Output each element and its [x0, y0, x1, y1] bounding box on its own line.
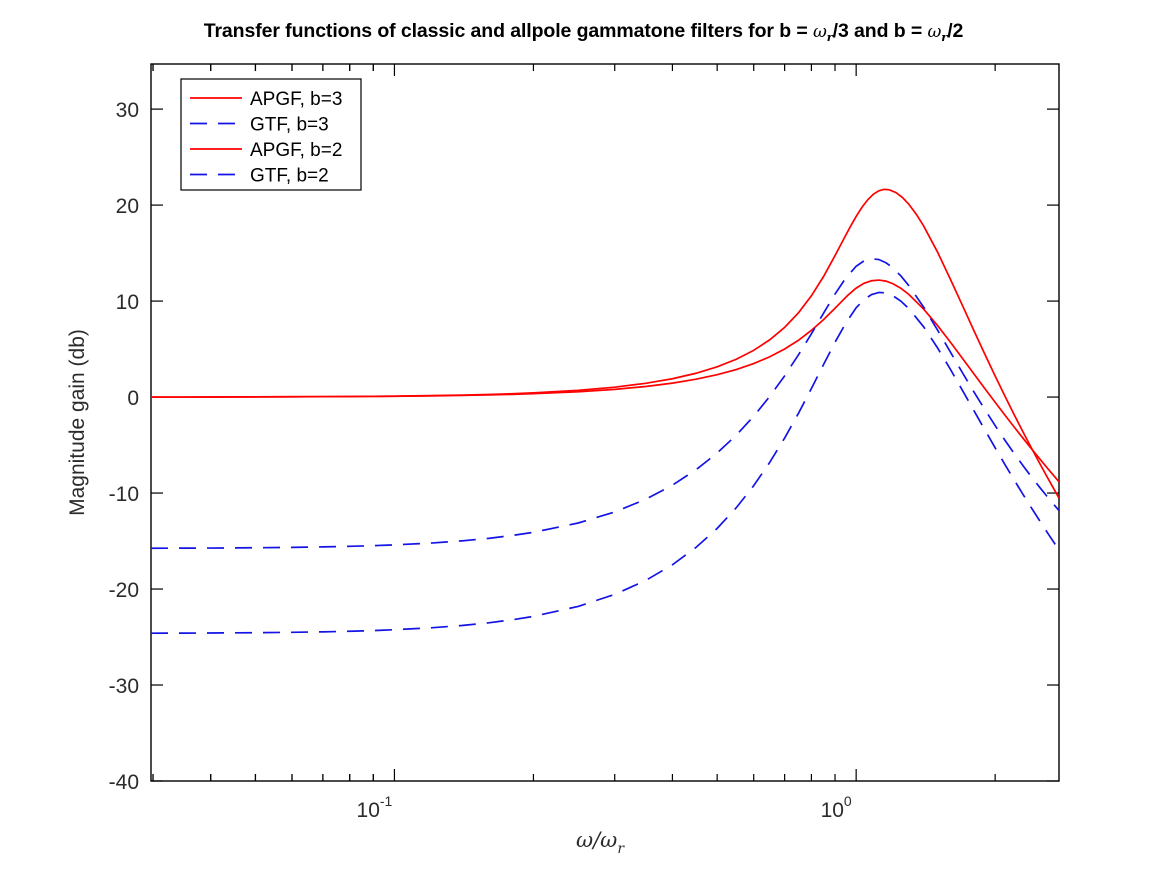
chart-title-after: /2 — [947, 20, 964, 42]
omega-symbol-2: ω — [927, 22, 942, 42]
x-axis-label-subscript: r — [617, 841, 625, 857]
y-tick-label: 20 — [116, 195, 139, 218]
y-tick-label: 0 — [127, 387, 139, 410]
x-axis-label: ω/ωr — [576, 828, 625, 857]
y-tick-label: -30 — [109, 675, 139, 698]
y-tick-label: 10 — [116, 291, 139, 314]
series-curve-gtf-b-2 — [151, 291, 1059, 635]
x-tick-label: 10-1 — [357, 793, 393, 822]
x-tick-exponent: -1 — [380, 793, 393, 809]
y-tick-label: 30 — [116, 99, 139, 122]
y-tick-label: -10 — [109, 483, 139, 506]
y-tick-label: -40 — [109, 771, 139, 794]
legend-item-1[interactable]: APGF, b=3 — [190, 89, 342, 110]
chart-title: Transfer functions of classic and allpol… — [0, 20, 1167, 44]
y-tick-label: -20 — [109, 579, 139, 602]
legend-label: APGF, b=3 — [250, 89, 342, 110]
legend-label: APGF, b=2 — [250, 140, 342, 161]
legend-label: GTF, b=2 — [250, 166, 329, 187]
series-curve-gtf-b-3 — [151, 257, 1059, 550]
legend-label: GTF, b=3 — [250, 115, 329, 136]
legend[interactable]: APGF, b=3 GTF, b=3 APGF, b=2 GTF, b=2 — [180, 78, 362, 191]
omega-subscript-2: r — [941, 30, 948, 45]
series-curve-apgf-b-2 — [151, 188, 1059, 499]
chart-title-mid: /3 and b = — [832, 20, 928, 42]
legend-item-3[interactable]: APGF, b=2 — [190, 140, 342, 161]
x-tick-label: 100 — [821, 793, 852, 822]
x-tick-exponent: 0 — [844, 793, 852, 809]
y-axis-label: Magnitude gain (db) — [66, 329, 89, 516]
omega-symbol-1: ω — [812, 22, 827, 42]
chart-title-before: Transfer functions of classic and allpol… — [203, 20, 813, 42]
curves-group — [151, 188, 1059, 635]
legend-item-4[interactable]: GTF, b=2 — [190, 166, 329, 187]
omega-subscript-1: r — [826, 30, 833, 45]
legend-item-2[interactable]: GTF, b=3 — [190, 115, 329, 136]
